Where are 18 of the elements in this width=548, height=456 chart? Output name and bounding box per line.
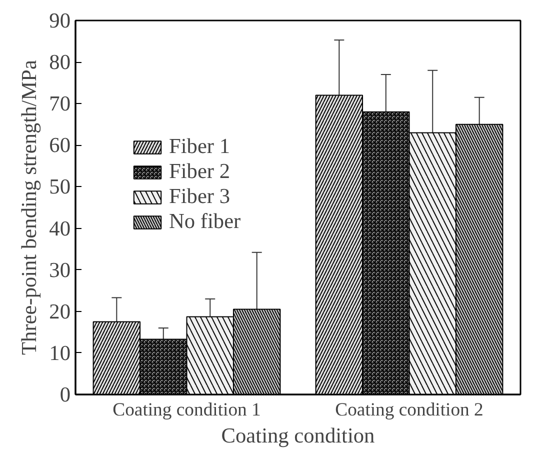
x-tick-label: Coating condition 1 [112,400,261,420]
legend-label: Fiber 3 [169,184,230,209]
y-tick-label: 90 [49,8,70,32]
legend-label: Fiber 2 [169,159,230,184]
y-tick-label: 40 [49,216,70,240]
y-tick-label: 0 [60,382,71,406]
y-tick-label: 10 [49,340,70,365]
x-axis-title: Coating condition [221,424,376,448]
y-tick-label: 50 [49,174,70,199]
legend-label: Fiber 1 [169,134,230,159]
y-tick-label: 60 [49,133,70,158]
y-tick-label: 20 [49,299,70,324]
y-axis-title: Three-point bending strength/MPa [17,59,42,355]
x-tick-label: Coating condition 2 [335,400,484,420]
y-tick-label: 30 [49,258,70,282]
legend-label: No fiber [169,209,241,234]
y-tick-label: 70 [49,92,70,116]
y-tick-label: 80 [49,50,70,74]
